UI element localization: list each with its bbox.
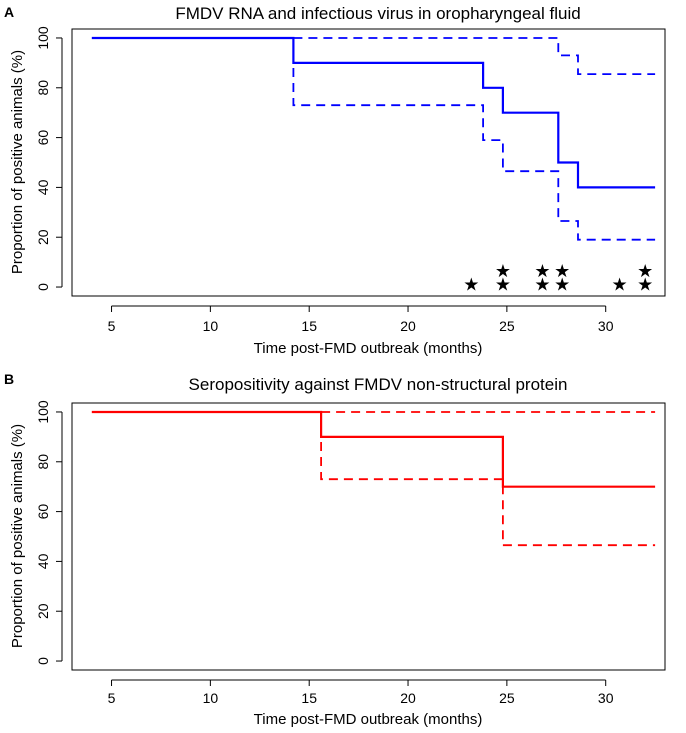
- panel-a-series: [91, 36, 656, 241]
- panel-a-y-ticks: 0 20 40 60 80 100: [35, 26, 62, 291]
- star-marker: ★: [637, 261, 653, 281]
- y-tick-label: 80: [35, 80, 51, 96]
- series-estimate: [91, 36, 656, 189]
- panel-a-x-ticks: 5 10 15 20 25 30: [108, 306, 614, 334]
- star-marker: ★: [554, 275, 570, 295]
- x-tick-label: 15: [301, 318, 317, 334]
- star-marker: ★: [463, 275, 479, 295]
- panel-b-x-ticks: 5 10 15 20 25 30: [108, 680, 614, 706]
- star-marker: ★: [534, 275, 550, 295]
- x-tick-label: 20: [400, 690, 416, 706]
- star-marker: ★: [534, 261, 550, 281]
- x-tick-label: 15: [301, 690, 317, 706]
- series-estimate: [91, 410, 656, 488]
- star-marker: ★: [495, 261, 511, 281]
- x-tick-label: 10: [203, 318, 219, 334]
- panel-a-x-axis-label: Time post-FMD outbreak (months): [254, 340, 483, 357]
- y-tick-label: 40: [35, 553, 51, 569]
- panel-b-series: [91, 410, 656, 547]
- x-tick-label: 30: [598, 318, 614, 334]
- x-tick-label: 5: [108, 690, 116, 706]
- panel-b-y-axis-label: Proportion of positive animals (%): [9, 424, 26, 648]
- y-tick-label: 100: [35, 400, 51, 424]
- x-tick-label: 10: [203, 690, 219, 706]
- panel-a-letter: A: [4, 4, 14, 20]
- x-tick-label: 30: [598, 690, 614, 706]
- y-tick-label: 20: [35, 603, 51, 619]
- y-tick-label: 0: [35, 657, 51, 665]
- y-tick-label: 60: [35, 504, 51, 520]
- panel-a-plot-frame: [71, 28, 666, 297]
- panel-a-markers: ★ ★★★★★★★ ★★: [463, 261, 653, 295]
- x-tick-label: 5: [108, 318, 116, 334]
- panel-b-plot-frame: [71, 402, 666, 671]
- y-tick-label: 40: [35, 179, 51, 195]
- y-tick-label: 0: [35, 283, 51, 291]
- y-tick-label: 60: [35, 130, 51, 146]
- star-marker: ★: [611, 275, 627, 295]
- panel-b-letter: B: [4, 371, 14, 387]
- y-tick-label: 80: [35, 454, 51, 470]
- star-marker: ★: [637, 275, 653, 295]
- series-lower-95-ci: [292, 38, 656, 241]
- x-tick-label: 25: [499, 318, 515, 334]
- series-upper-95-ci: [293, 37, 656, 75]
- panel-b: B Seropositivity against FMDV non-struct…: [4, 371, 666, 728]
- star-marker: ★: [554, 261, 570, 281]
- x-tick-label: 20: [400, 318, 416, 334]
- panel-a-y-axis-label: Proportion of positive animals (%): [9, 50, 26, 274]
- panel-b-x-axis-label: Time post-FMD outbreak (months): [254, 711, 483, 728]
- star-marker: ★: [495, 275, 511, 295]
- panel-a: A FMDV RNA and infectious virus in oroph…: [4, 4, 666, 357]
- x-tick-label: 25: [499, 690, 515, 706]
- panel-a-title: FMDV RNA and infectious virus in orophar…: [175, 4, 580, 23]
- y-tick-label: 100: [35, 26, 51, 50]
- series-lower-95-ci: [320, 412, 656, 547]
- panel-b-y-ticks: 0 20 40 60 80 100: [35, 400, 62, 665]
- y-tick-label: 20: [35, 229, 51, 245]
- panel-b-title: Seropositivity against FMDV non-structur…: [189, 375, 568, 394]
